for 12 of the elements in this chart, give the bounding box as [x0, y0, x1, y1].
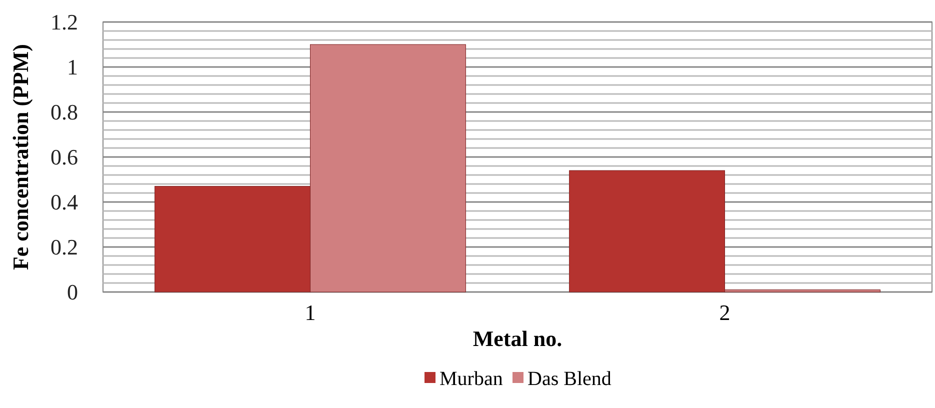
y-tick-label: 0.6 — [50, 144, 78, 170]
y-tick-label: 0.2 — [50, 234, 78, 260]
y-tick-label: 1 — [67, 54, 78, 80]
y-tick-label: 1.2 — [50, 10, 78, 35]
y-axis-title: Fe concentration (PPM) — [8, 44, 33, 270]
x-tick-label: 2 — [719, 300, 730, 325]
legend-label: Murban — [440, 368, 503, 390]
y-tick-label: 0.4 — [50, 190, 78, 215]
y-tick-label: 0 — [67, 280, 78, 305]
legend-label: Das Blend — [528, 368, 612, 390]
x-axis-title: Metal no. — [472, 326, 562, 351]
y-tick-label: 0.8 — [50, 100, 78, 125]
